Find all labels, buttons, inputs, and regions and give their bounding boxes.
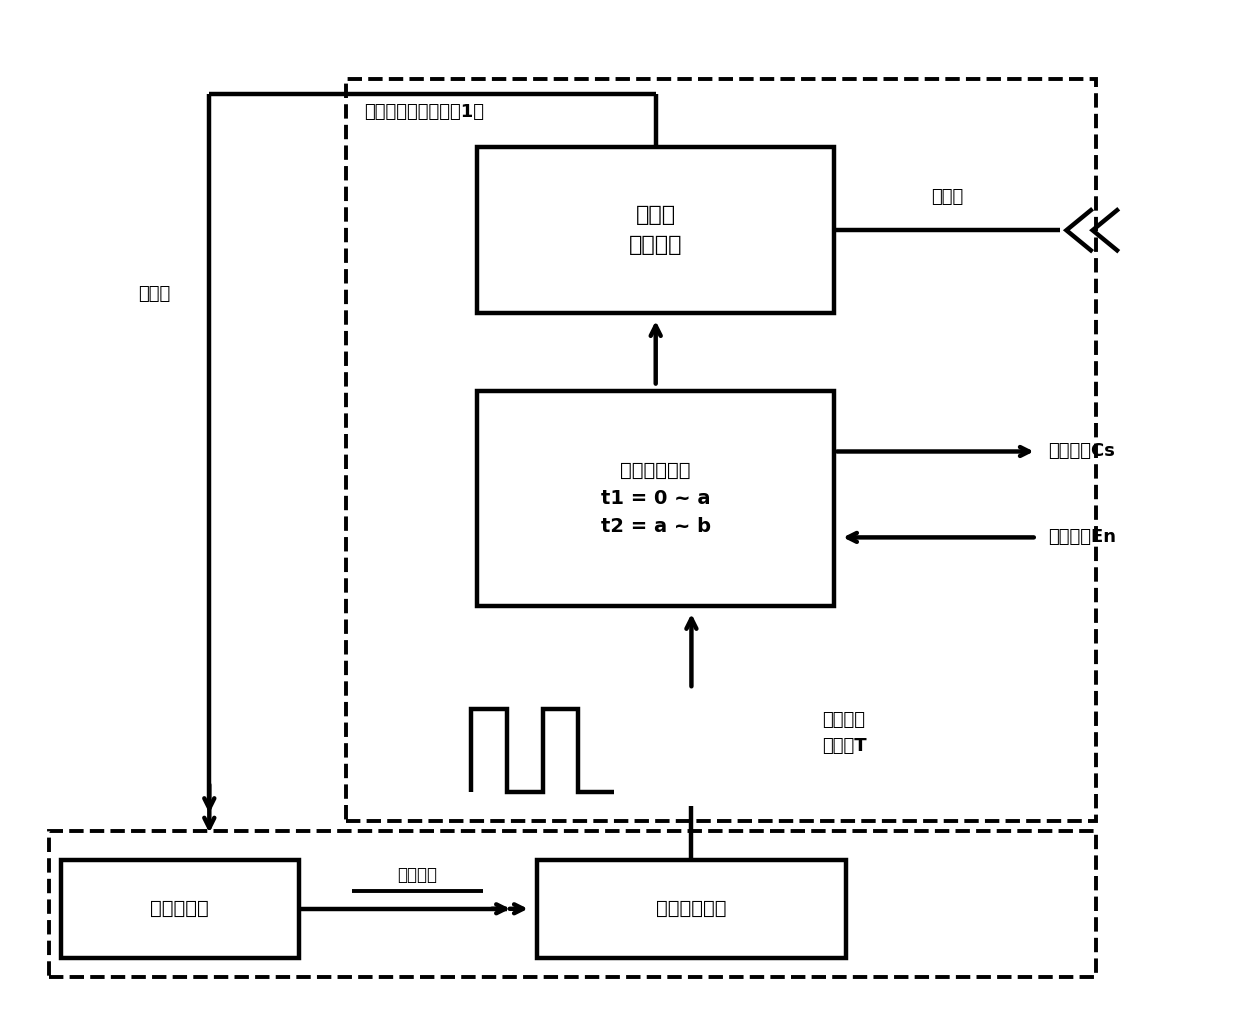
- Text: 激励控制单元（局逇1）: 激励控制单元（局逇1）: [365, 104, 484, 121]
- Text: 激励源: 激励源: [931, 188, 963, 205]
- Bar: [346, 79, 1096, 821]
- Text: 计时控制单元
t1 = 0 ~ a
t2 = a ~ b: 计时控制单元 t1 = 0 ~ a t2 = a ~ b: [600, 462, 711, 536]
- Text: 模数转换单元: 模数转换单元: [656, 899, 727, 918]
- Text: 激励源: 激励源: [138, 285, 170, 303]
- Text: 称重传感器: 称重传感器: [150, 899, 208, 918]
- Bar: [477, 147, 835, 313]
- Text: 电平翻转
间隔为T: 电平翻转 间隔为T: [822, 711, 867, 756]
- Text: 控制信号Cs: 控制信号Cs: [1049, 442, 1116, 461]
- Bar: [537, 860, 846, 958]
- Bar: [48, 831, 1096, 977]
- Bar: [61, 860, 299, 958]
- Text: 激励源
控制开关: 激励源 控制开关: [629, 205, 682, 255]
- Text: 使能信号En: 使能信号En: [1049, 529, 1116, 546]
- Text: 模拟信号: 模拟信号: [398, 866, 438, 885]
- Bar: [477, 392, 835, 606]
